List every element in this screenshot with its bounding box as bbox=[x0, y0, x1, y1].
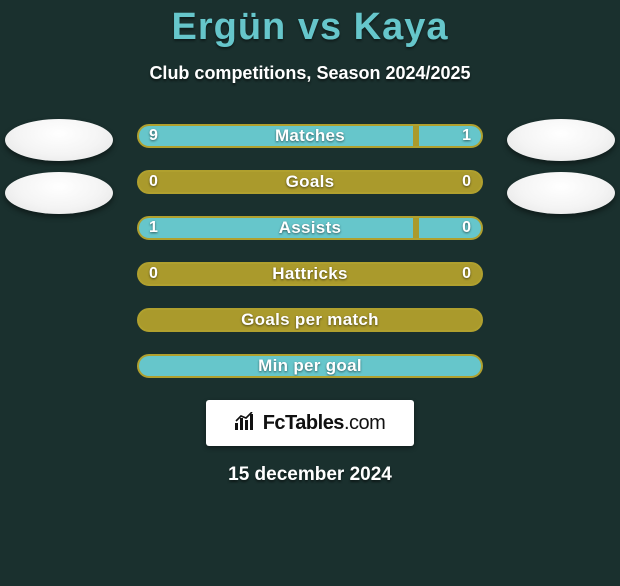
player-left-photo-2 bbox=[5, 172, 113, 214]
stat-label: Min per goal bbox=[139, 356, 481, 376]
comparison-arena: 9 Matches 1 0 Goals 0 1 Assists 0 0 Hatt… bbox=[0, 124, 620, 378]
stat-label: Hattricks bbox=[139, 264, 481, 284]
subtitle: Club competitions, Season 2024/2025 bbox=[0, 63, 620, 84]
logo-box: FcTables.com bbox=[206, 400, 414, 446]
page-title: Ergün vs Kaya bbox=[0, 6, 620, 49]
stat-value-right: 0 bbox=[452, 218, 481, 238]
player-right-photo-2 bbox=[507, 172, 615, 214]
player-left-photo-1 bbox=[5, 119, 113, 161]
stat-label: Matches bbox=[139, 126, 481, 146]
stat-label: Assists bbox=[139, 218, 481, 238]
stat-row: 0 Hattricks 0 bbox=[137, 262, 483, 286]
stat-value-right bbox=[461, 356, 481, 376]
logo-brand: FcTables bbox=[263, 412, 344, 434]
logo-text: FcTables.com bbox=[263, 412, 386, 435]
stat-row: 1 Assists 0 bbox=[137, 216, 483, 240]
stat-label: Goals per match bbox=[139, 310, 481, 330]
stat-row: Min per goal bbox=[137, 354, 483, 378]
stat-value-right: 1 bbox=[452, 126, 481, 146]
stat-row: 9 Matches 1 bbox=[137, 124, 483, 148]
logo-suffix: .com bbox=[344, 412, 385, 434]
stat-row: 0 Goals 0 bbox=[137, 170, 483, 194]
stat-value-right: 0 bbox=[452, 264, 481, 284]
stat-value-right: 0 bbox=[452, 172, 481, 192]
stat-value-right bbox=[461, 310, 481, 330]
player-right-photo-1 bbox=[507, 119, 615, 161]
date-text: 15 december 2024 bbox=[0, 464, 620, 486]
chart-icon bbox=[235, 412, 257, 435]
stat-rows: 9 Matches 1 0 Goals 0 1 Assists 0 0 Hatt… bbox=[137, 124, 483, 378]
stat-row: Goals per match bbox=[137, 308, 483, 332]
stat-label: Goals bbox=[139, 172, 481, 192]
